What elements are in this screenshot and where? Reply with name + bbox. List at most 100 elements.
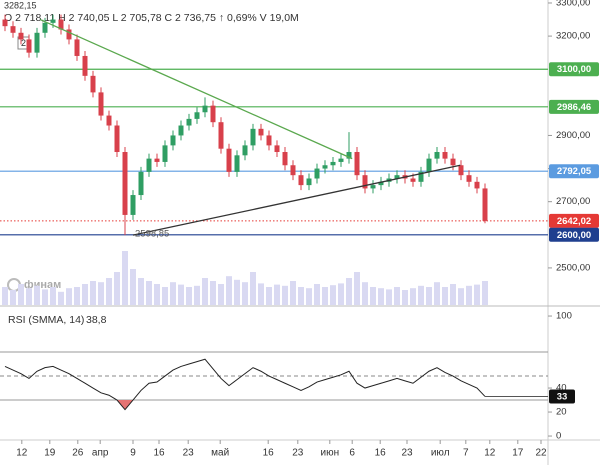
candle-body: [50, 19, 56, 23]
x-tick-label: 22: [535, 448, 547, 459]
volume-bar: [362, 282, 368, 305]
volume-bar: [122, 251, 128, 305]
x-tick-label: 16: [153, 448, 165, 459]
x-tick-label: 23: [401, 448, 413, 459]
volume-bar: [98, 282, 104, 305]
level-badge: [549, 213, 599, 228]
volume-bar: [146, 281, 152, 305]
candle-body: [450, 158, 456, 166]
last-value-label: 33: [557, 391, 568, 402]
volume-bar: [2, 287, 8, 305]
volume-bar: [330, 285, 336, 305]
volume-bar: [170, 282, 176, 305]
candle-body: [98, 92, 104, 116]
level-badge: [549, 227, 599, 242]
volume-bar: [450, 284, 456, 305]
x-tick-label: 23: [183, 448, 195, 459]
candle-body: [458, 165, 464, 176]
candle-body: [74, 39, 80, 56]
y-tick-label: 2500,00: [556, 262, 590, 273]
oversold-fill: [117, 400, 133, 410]
candle-body: [250, 128, 256, 146]
level-label: 2600,00: [557, 230, 591, 241]
volume-bar: [314, 284, 320, 305]
volume-bar: [226, 276, 232, 305]
candle-body: [90, 75, 96, 93]
x-tick-label: 26: [72, 448, 84, 459]
volume-bar: [162, 287, 168, 305]
x-tick-label: 19: [44, 448, 56, 459]
candle-body: [370, 185, 376, 189]
candle-body: [266, 135, 272, 146]
x-tick-label: июл: [431, 448, 450, 459]
candle-body: [82, 55, 88, 76]
candle-body: [338, 158, 344, 162]
candle-body: [58, 19, 64, 30]
candle-body: [2, 19, 8, 27]
volume-bar: [426, 287, 432, 305]
volume-bar: [386, 289, 392, 305]
candle-body: [474, 181, 480, 189]
candle-body: [234, 155, 240, 172]
level-label: 2642,02: [557, 216, 591, 227]
volume-bar: [410, 288, 416, 305]
price-top: 3282,15: [4, 0, 37, 10]
volume-bar: [282, 285, 288, 305]
volume-bar: [18, 284, 24, 305]
x-tick-label: май: [211, 448, 229, 459]
volume-bar: [210, 281, 216, 305]
candle-body: [442, 152, 448, 159]
x-tick-label: июн: [320, 448, 339, 459]
level-label: 2792,05: [557, 166, 592, 177]
candle-body: [282, 152, 288, 166]
candle-body: [418, 171, 424, 182]
x-tick-label: 12: [484, 448, 496, 459]
candle-body: [346, 152, 352, 159]
candle-body: [378, 181, 384, 186]
volume-bar: [26, 288, 32, 305]
candle-body: [434, 152, 440, 159]
candle-body: [290, 165, 296, 176]
volume-bar: [370, 287, 376, 305]
candle-body: [362, 175, 368, 189]
volume-bar: [434, 282, 440, 305]
x-tick-label: 9: [130, 448, 136, 459]
volume-bar: [394, 287, 400, 305]
y-tick-label: 0: [556, 431, 561, 442]
volume-bar: [82, 284, 88, 305]
x-tick-label: 6: [349, 448, 355, 459]
volume-bar: [242, 282, 248, 305]
volume-bar: [90, 281, 96, 305]
volume-bar: [250, 272, 256, 305]
candle-body: [194, 112, 200, 119]
volume-bar: [338, 283, 344, 305]
y-tick-label: 20: [556, 407, 567, 418]
candle-body: [226, 148, 232, 172]
candle-body: [394, 175, 400, 179]
candle-body: [306, 178, 312, 186]
volume-bar: [266, 287, 272, 305]
volume-bar: [10, 290, 16, 305]
candle-body: [322, 165, 328, 169]
volume-bar: [50, 287, 56, 305]
candle-body: [258, 128, 264, 136]
volume-bar: [34, 285, 40, 305]
volume-bar: [458, 288, 464, 305]
candle-body: [42, 22, 48, 33]
x-tick-label: 7: [463, 448, 469, 459]
level-label: 3100,00: [557, 64, 591, 75]
candle-body: [186, 118, 192, 126]
candle-body: [210, 105, 216, 123]
candle-body: [298, 175, 304, 186]
candle-body: [18, 32, 24, 40]
volume-bar: [114, 272, 120, 305]
trend-line: [132, 164, 461, 236]
rsi-line: [4, 358, 486, 411]
level-badge: [549, 164, 599, 179]
rsi-title: RSI (SMMA, 14): [8, 314, 84, 326]
candle-body: [34, 32, 40, 53]
volume-bar: [298, 287, 304, 305]
x-tick-label: 23: [292, 448, 304, 459]
candle-body: [130, 195, 136, 215]
